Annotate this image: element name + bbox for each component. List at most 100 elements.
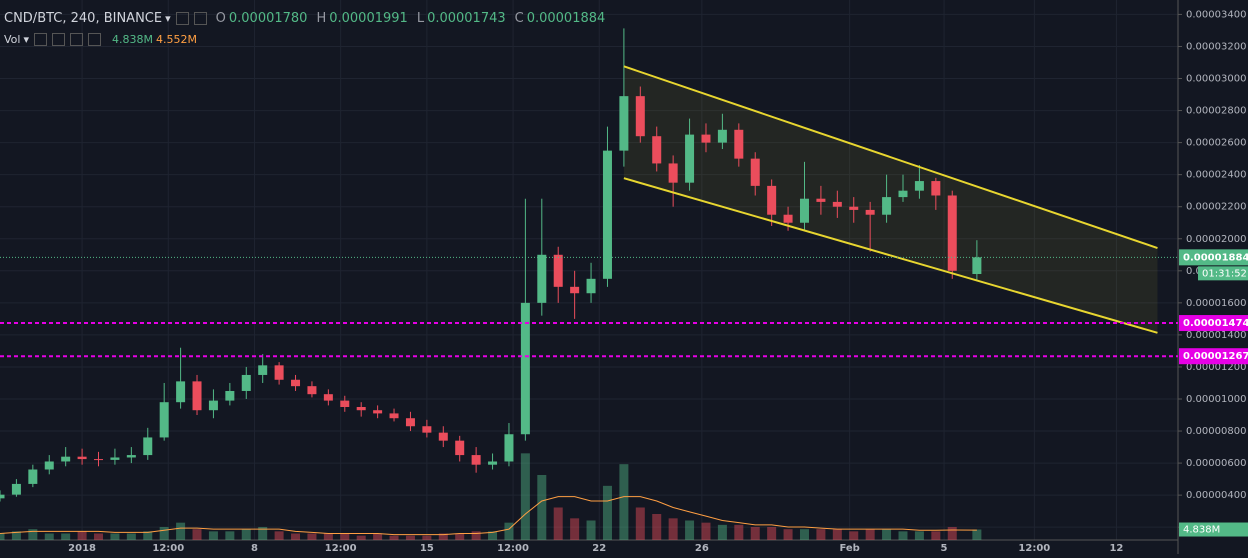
y-tick-label: 0.00002200 [1186, 202, 1246, 213]
y-tick-label: 0.00001000 [1186, 394, 1246, 405]
y-tick-label: 0.00002800 [1186, 106, 1246, 117]
candle-body [11, 483, 21, 495]
volume-bar [914, 531, 924, 540]
volume-bar [323, 533, 333, 540]
vol-value: 4.838M [112, 33, 153, 46]
x-tick-label: 8 [251, 543, 258, 554]
last-price-label: 0.00001884 [1183, 252, 1248, 263]
volume-bar [898, 531, 908, 540]
icon[interactable] [34, 33, 47, 46]
candle-body [274, 365, 284, 380]
dropdown-arrow[interactable]: ▾ [165, 12, 171, 25]
candle-body [602, 150, 612, 279]
volume-bar [28, 529, 38, 540]
volume-bar [340, 533, 350, 540]
volume-bar [586, 520, 596, 540]
candle-body [947, 195, 957, 271]
volume-bar [553, 507, 563, 540]
volume-bar [44, 533, 54, 540]
volume-badge [1179, 522, 1248, 537]
volume-bar [11, 531, 21, 540]
candle-body [471, 455, 481, 465]
y-tick-label: 0.00003200 [1186, 41, 1246, 52]
y-tick-label: 0.00001600 [1186, 298, 1246, 309]
dropdown-arrow[interactable]: ▾ [23, 33, 29, 46]
candle-body [570, 286, 580, 294]
volume-bar [274, 531, 284, 540]
candle-body [176, 381, 186, 403]
volume-bar [159, 527, 169, 540]
candle-body [750, 158, 760, 186]
last-price-badge [1179, 249, 1248, 266]
volume-bar [504, 522, 514, 540]
x-tick-label: 5 [941, 543, 948, 554]
candle-body [816, 198, 826, 202]
candle-body [126, 455, 136, 458]
high-value: 0.00001991 [329, 11, 408, 26]
volume-bar [422, 535, 432, 540]
icon[interactable] [52, 33, 65, 46]
volume-bar [241, 529, 251, 540]
candle-body [898, 190, 908, 198]
volume-bar [767, 527, 777, 540]
open-value: 0.00001780 [228, 11, 308, 26]
level-label: 0.00001267 [1183, 351, 1248, 362]
icon[interactable] [193, 12, 207, 25]
candle-body [110, 457, 120, 460]
y-tick-label: 0.00002400 [1186, 170, 1246, 181]
symbol[interactable]: CND/BTC, 240, BINANCE [4, 11, 163, 26]
level-badge [1179, 315, 1248, 332]
volume-bar [307, 533, 317, 540]
candle-body [356, 407, 366, 411]
volume-label: 4.838M [1183, 525, 1220, 536]
x-tick-label: 12:00 [325, 543, 357, 554]
candle-body [882, 197, 892, 215]
candle-body [668, 163, 678, 183]
legend-header: CND/BTC, 240, BINANCE ▾ O 0.00001780 H 0.00… [4, 8, 605, 50]
y-tick-label: 0.00002000 [1186, 234, 1246, 245]
candle-body [799, 198, 809, 223]
volume-bar [520, 453, 530, 540]
volume-bar [143, 531, 153, 540]
volume-bar [405, 535, 415, 540]
volume-bar [225, 531, 235, 540]
candle-body [0, 494, 5, 499]
candle-body [422, 426, 432, 433]
y-tick-label: 0.00000400 [1186, 490, 1246, 501]
low-label: L [416, 11, 425, 26]
volume-bar [652, 514, 662, 540]
volume-bar [832, 529, 842, 540]
candle-body [44, 461, 54, 470]
candle-body [520, 302, 530, 435]
y-tick-label: 0.00002600 [1186, 138, 1246, 149]
icon[interactable] [88, 33, 101, 46]
candle-body [28, 469, 38, 484]
volume-bar [0, 533, 5, 540]
candle-body [77, 456, 87, 460]
volume-bar [126, 533, 136, 540]
volume-bar [750, 527, 760, 540]
candle-body [488, 461, 498, 465]
icon[interactable] [70, 33, 83, 46]
candle-body [438, 432, 448, 441]
candle-body [635, 96, 645, 137]
candle-body [701, 134, 711, 143]
countdown-badge [1198, 266, 1248, 281]
volume-bar [291, 533, 301, 540]
volume-bar [192, 529, 202, 540]
volume-bar [110, 533, 120, 540]
x-tick-label: 12:00 [152, 543, 184, 554]
volume-bar [61, 533, 71, 540]
volume-bar [635, 507, 645, 540]
vol-label[interactable]: Vol [4, 33, 21, 46]
volume-bar [356, 535, 366, 540]
icon[interactable] [175, 12, 189, 25]
volume-bar [619, 464, 629, 540]
volume-bar [77, 531, 87, 540]
candle-body [208, 400, 218, 411]
open-label: O [215, 11, 226, 26]
candle-body [225, 390, 235, 401]
candle-body [537, 254, 547, 303]
volume-bar [701, 522, 711, 540]
candle-body [504, 434, 514, 462]
